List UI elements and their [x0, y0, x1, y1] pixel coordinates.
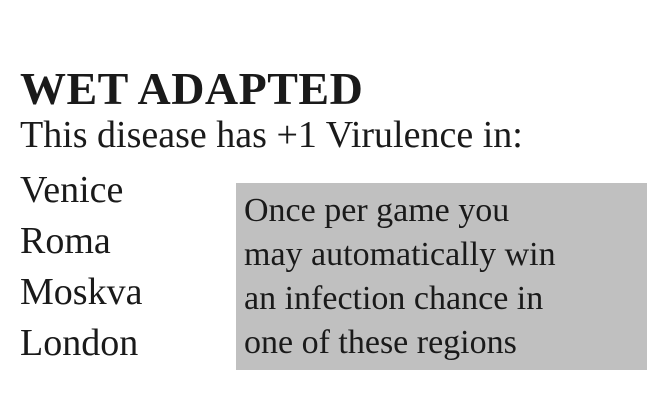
ability-line: one of these regions: [244, 324, 517, 361]
region-item: London: [20, 322, 139, 364]
region-list: Venice Roma Moskva London: [20, 165, 142, 369]
ability-line: Once per game you: [244, 192, 510, 229]
card-title: WET ADAPTED: [20, 63, 364, 114]
region-item: Roma: [20, 220, 111, 262]
ability-line: an infection chance in: [244, 280, 544, 317]
ability-line: may automatically win: [244, 236, 556, 273]
virulence-description: This disease has +1 Virulence in:: [20, 114, 523, 156]
ability-text-box: Once per game you may automatically win …: [236, 183, 647, 370]
region-item: Venice: [20, 169, 124, 211]
region-item: Moskva: [20, 271, 143, 313]
